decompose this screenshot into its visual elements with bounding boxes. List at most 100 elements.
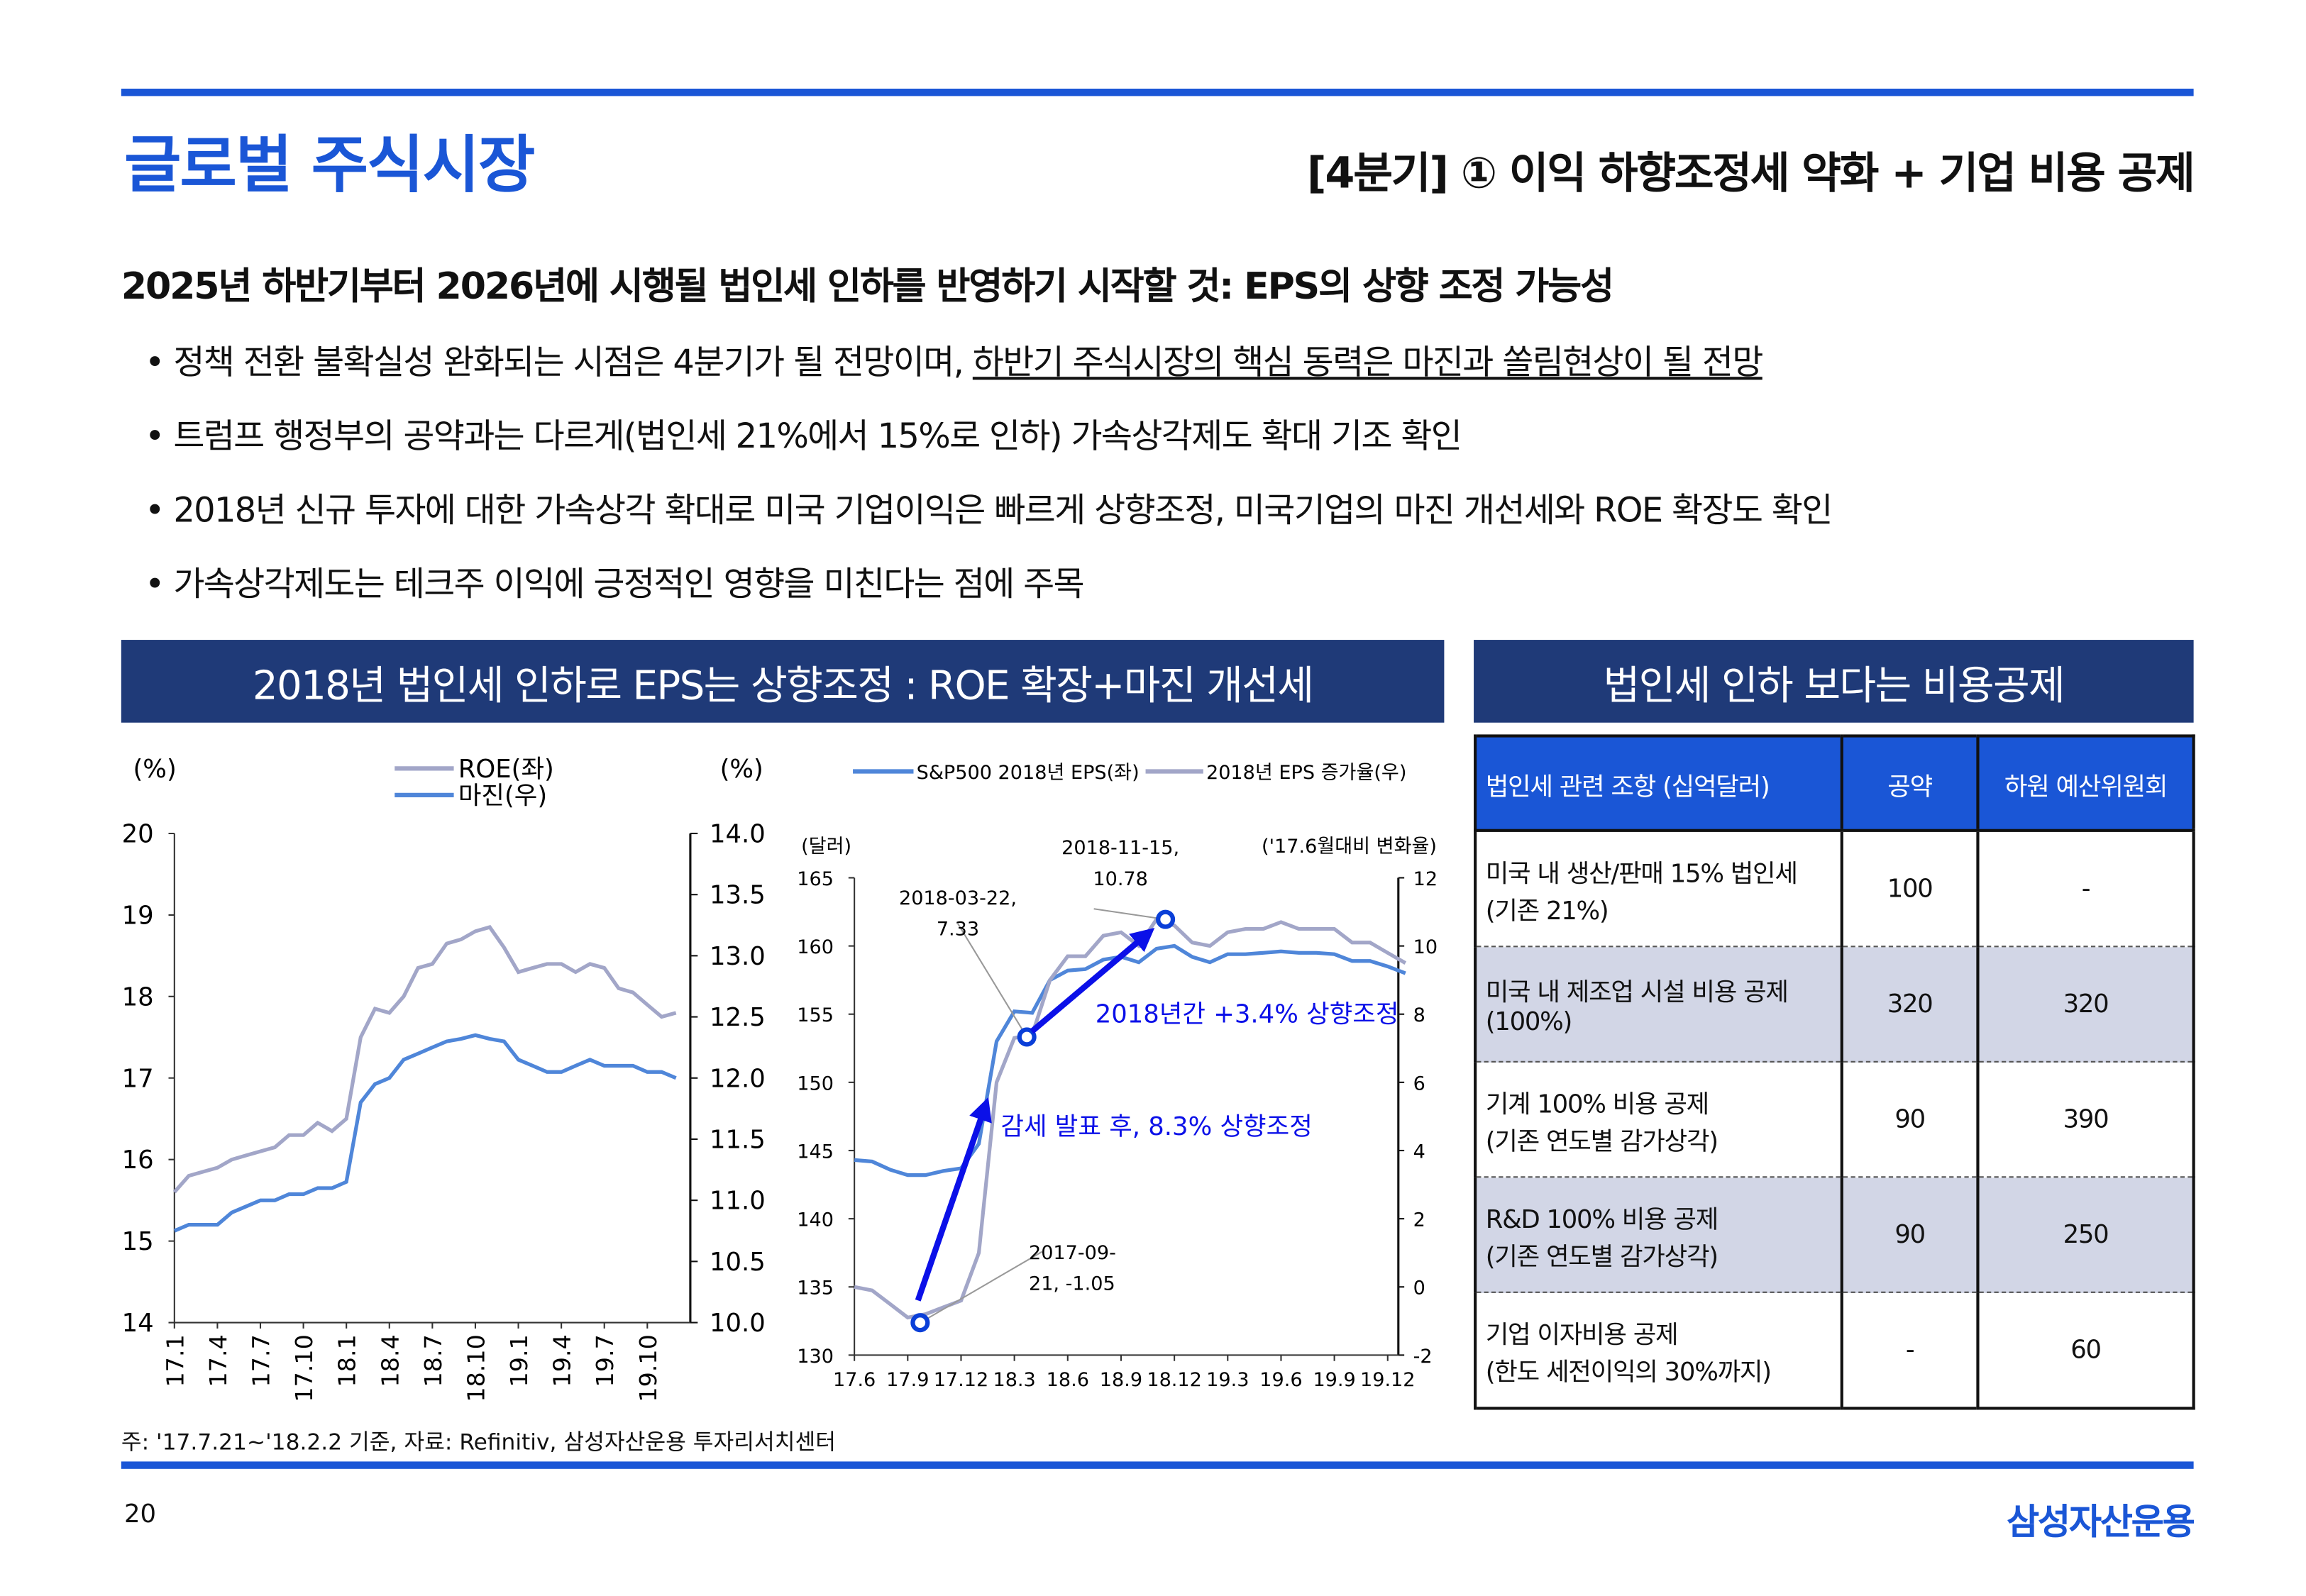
x-tick-label: 17.9	[886, 1369, 929, 1391]
y2-tick-label: 2	[1413, 1209, 1425, 1231]
x-tick-label: 17.10	[290, 1334, 318, 1402]
y-tick-label: 145	[797, 1141, 834, 1163]
x-tick-label: 19.1	[505, 1334, 533, 1387]
arrow-tax-cut	[915, 1097, 992, 1302]
table-row: 미국 내 생산/판매 15% 법인세 (기존 21%) 100-	[1474, 829, 2194, 947]
y-tick-label: 155	[797, 1004, 834, 1026]
committee-cell: 60	[1976, 1291, 2194, 1409]
x-tick-label: 17.1	[161, 1334, 189, 1387]
item-line: 기업 이자비용 공제	[1485, 1320, 1679, 1351]
y2-axis-label: (%)	[720, 755, 763, 784]
x-tick-label: 17.12	[934, 1369, 989, 1391]
y-tick-label: 150	[797, 1073, 834, 1095]
bullet-1: • 정책 전환 불확실성 완화되는 시점은 4분기가 될 전망이며, 하반기 주…	[145, 334, 1763, 384]
x-tick-label: 19.7	[591, 1334, 619, 1387]
y-tick-label: 165	[797, 868, 834, 890]
y2-tick-label: 11.0	[710, 1187, 766, 1216]
x-tick-label: 18.6	[1047, 1369, 1089, 1391]
bullet-4: • 가속상각제도는 테크주 이익에 긍정적인 영향을 미친다는 점에 주목	[145, 565, 1084, 605]
committee-cell: 320	[1976, 946, 2194, 1062]
y2-tick-label: 10	[1413, 936, 1438, 958]
y2-tick-label: 11.5	[710, 1125, 766, 1154]
header-cell: 하원 예산위원회	[1976, 736, 2194, 832]
legend-label: ROE(좌)	[458, 755, 554, 784]
callout-2018: 2018년간 +3.4% 상향조정	[1096, 1000, 1399, 1029]
x-tick-label: 19.10	[634, 1334, 662, 1402]
annotation-leader	[957, 923, 1028, 1038]
item-line: 미국 내 제조업 시설 비용 공제	[1485, 978, 1789, 1008]
y2-tick-label: 12.0	[710, 1064, 766, 1093]
margin-line	[173, 1033, 677, 1233]
item-line: 기계 100% 비용 공제	[1485, 1090, 1710, 1120]
pledge-cell: -	[1840, 1291, 1978, 1409]
x-tick-label: 19.4	[548, 1334, 576, 1387]
annotation-label: 2018-03-22,	[899, 887, 1017, 909]
annotation-marker	[910, 1313, 930, 1333]
annotation-marker	[1156, 909, 1176, 929]
pledge-cell: 320	[1840, 946, 1978, 1062]
y-tick-label: 16	[122, 1146, 154, 1175]
item-cell: 기계 100% 비용 공제 (기존 연도별 감가상각)	[1474, 1060, 1842, 1177]
item-line: (기존 연도별 감가상각)	[1485, 1242, 1719, 1272]
y-tick-label: 130	[797, 1346, 834, 1368]
y-tick-label: 140	[797, 1209, 834, 1231]
y2-tick-label: 8	[1413, 1004, 1425, 1026]
y2-tick-label: 4	[1413, 1141, 1425, 1163]
legend-label: 2018년 EPS 증가율(우)	[1206, 762, 1406, 784]
x-tick-label: 17.6	[833, 1369, 876, 1391]
page-title: 글로벌 주식시장	[123, 128, 535, 201]
annotation-label: 21, -1.05	[1029, 1273, 1115, 1295]
committee-cell: 390	[1976, 1060, 2194, 1177]
y2-tick-label: 14.0	[710, 819, 766, 848]
x-tick-label: 18.4	[376, 1334, 404, 1387]
left-panel-header: 2018년 법인세 인하로 EPS는 상향조정 : ROE 확장+마진 개선세	[121, 640, 1445, 723]
callout-tax-cut: 감세 발표 후, 8.3% 상향조정	[1000, 1112, 1312, 1141]
header-cell: 공약	[1840, 736, 1978, 832]
x-tick-label: 18.9	[1100, 1369, 1142, 1391]
x-tick-label: 18.12	[1147, 1369, 1202, 1391]
x-tick-label: 18.1	[333, 1334, 361, 1387]
pledge-cell: 90	[1840, 1176, 1978, 1292]
item-line: (기존 21%)	[1485, 896, 1609, 926]
table-header-row: 법인세 관련 조항 (십억달러) 공약 하원 예산위원회	[1474, 736, 2194, 832]
table-row: R&D 100% 비용 공제 (기존 연도별 감가상각) 90 250	[1474, 1176, 2194, 1292]
y-tick-label: 18	[122, 982, 154, 1012]
y-tick-label: 19	[122, 901, 154, 930]
x-tick-label: 17.4	[204, 1334, 232, 1387]
y-tick-label: 14	[122, 1309, 154, 1338]
bullet-text: • 정책 전환 불확실성 완화되는 시점은 4분기가 될 전망이며,	[145, 344, 973, 383]
bullet-3: • 2018년 신규 투자에 대한 가속상각 확대로 미국 기업이익은 빠르게 …	[145, 492, 1833, 531]
y2-tick-label: 13.0	[710, 942, 766, 971]
eps-chart: S&P500 2018년 EPS(좌) 2018년 EPS 증가율(우) (달러) (…	[797, 762, 1438, 1391]
y-axis-label: (달러)	[801, 836, 851, 858]
y2-tick-label: 10.5	[710, 1248, 766, 1277]
legend-label: 마진(우)	[458, 781, 547, 810]
legend-label: S&P500 2018년 EPS(좌)	[917, 762, 1140, 784]
pledge-cell: 100	[1840, 829, 1978, 947]
y-tick-label: 17	[122, 1064, 154, 1093]
header-cell: 법인세 관련 조항 (십억달러)	[1474, 736, 1842, 832]
annotation-label: 7.33	[937, 919, 979, 941]
footnote: 주: '17.7.21~'18.2.2 기준, 자료: Refinitiv, 삼…	[121, 1429, 837, 1456]
y2-tick-label: 12	[1413, 868, 1438, 890]
table-row: 기계 100% 비용 공제 (기존 연도별 감가상각) 90 390	[1474, 1060, 2194, 1177]
bullet-2: • 트럼프 행정부의 공약과는 다르게(법인세 21%에서 15%로 인하) 가…	[145, 418, 1462, 457]
bottom-rule	[121, 1461, 2194, 1469]
x-tick-label: 18.3	[993, 1369, 1035, 1391]
item-cell: R&D 100% 비용 공제 (기존 연도별 감가상각)	[1474, 1176, 1842, 1292]
annotation-marker	[1017, 1027, 1037, 1047]
eps-line	[854, 943, 1406, 1177]
committee-cell: -	[1976, 829, 2194, 947]
y-tick-label: 160	[797, 936, 834, 958]
x-tick-label: 19.12	[1360, 1369, 1416, 1391]
x-tick-label: 17.7	[248, 1334, 275, 1387]
item-line: 미국 내 생산/판매 15% 법인세	[1485, 859, 1798, 890]
annotation-label: 2017-09-	[1029, 1242, 1116, 1264]
x-tick-label: 19.6	[1259, 1369, 1302, 1391]
roe-line	[172, 925, 677, 1194]
section-title: [4분기] ① 이익 하향조정세 약화 + 기업 비용 공제	[1306, 148, 2195, 199]
committee-cell: 250	[1976, 1176, 2194, 1292]
y-tick-label: 20	[122, 819, 154, 848]
annotation-leader	[1093, 908, 1166, 921]
